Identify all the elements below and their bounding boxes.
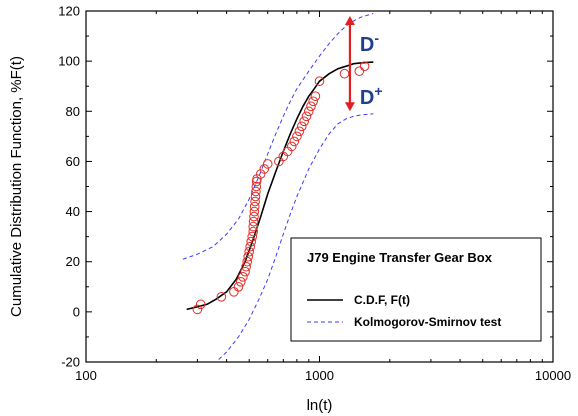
data-point <box>229 287 239 297</box>
data-point <box>247 231 257 242</box>
data-point <box>195 299 206 310</box>
data-point <box>292 131 302 142</box>
data-point <box>241 261 251 272</box>
legend-title: J79 Engine Transfer Gear Box <box>307 250 493 265</box>
data-point <box>250 196 260 207</box>
y-tick-label: 120 <box>58 4 80 19</box>
data-point <box>299 116 310 127</box>
data-point <box>249 211 259 222</box>
data-point <box>297 121 307 132</box>
cdf-line <box>186 61 374 311</box>
data-point <box>314 76 325 86</box>
data-point <box>244 246 254 257</box>
data-point <box>359 61 370 71</box>
y-tick-label: 80 <box>66 104 80 119</box>
data-point <box>301 111 312 122</box>
d-arrow-head-up <box>344 16 355 26</box>
data-point <box>354 66 365 76</box>
data-point <box>289 136 300 147</box>
x-tick-label: 1000 <box>305 368 334 383</box>
ks-bound-line <box>182 13 374 260</box>
y-tick-label: 20 <box>66 254 80 269</box>
data-point <box>251 186 261 197</box>
d-minus-label: D- <box>360 30 379 56</box>
y-tick-label: 40 <box>66 204 80 219</box>
legend-label-ks: Kolmogorov-Smirnov test <box>354 315 501 329</box>
data-point <box>192 304 203 315</box>
data-point <box>308 96 319 107</box>
data-point <box>255 169 266 179</box>
series-layer <box>182 13 374 360</box>
data-point <box>216 292 227 302</box>
y-tick-label: 0 <box>73 304 80 319</box>
x-axis-label: ln(t) <box>307 397 333 414</box>
legend-label-cdf: C.D.F, F(t) <box>354 293 410 307</box>
data-point <box>262 159 273 169</box>
data-point <box>250 191 261 202</box>
data-point <box>310 91 321 101</box>
data-point <box>240 266 250 277</box>
d-plus-label: D+ <box>360 83 383 109</box>
x-tick-label: 10000 <box>535 368 571 383</box>
data-point <box>246 236 256 247</box>
data-point <box>286 141 297 152</box>
data-point <box>248 216 259 227</box>
data-point <box>249 201 260 212</box>
d-arrow-head-down <box>344 102 355 112</box>
data-point <box>243 251 253 262</box>
data-point <box>339 68 350 79</box>
data-point <box>238 272 248 282</box>
data-point <box>245 241 255 252</box>
legend: J79 Engine Transfer Gear Box C.D.F, F(t)… <box>290 237 542 342</box>
y-axis-label: Cumulative Distribution Function, %F(t) <box>8 56 25 317</box>
data-point <box>233 282 244 292</box>
data-point <box>306 101 316 112</box>
data-point <box>249 206 260 217</box>
y-tick-label: -20 <box>61 355 80 370</box>
y-tick-label: 60 <box>66 154 80 169</box>
y-tick-label: 100 <box>58 54 80 69</box>
data-point <box>304 106 314 117</box>
data-point <box>248 226 258 237</box>
x-tick-label: 100 <box>75 368 97 383</box>
data-point <box>248 221 258 232</box>
data-point <box>252 174 262 184</box>
data-point <box>236 277 246 287</box>
legend-box <box>290 237 542 342</box>
data-point <box>251 181 262 192</box>
data-point <box>294 126 305 137</box>
ticks-layer: -20 0 20 40 60 80 100 120 100 1000 10000 <box>58 4 571 384</box>
data-point <box>259 164 270 174</box>
data-point <box>242 256 252 267</box>
d-annotation: D- D+ <box>344 16 383 112</box>
